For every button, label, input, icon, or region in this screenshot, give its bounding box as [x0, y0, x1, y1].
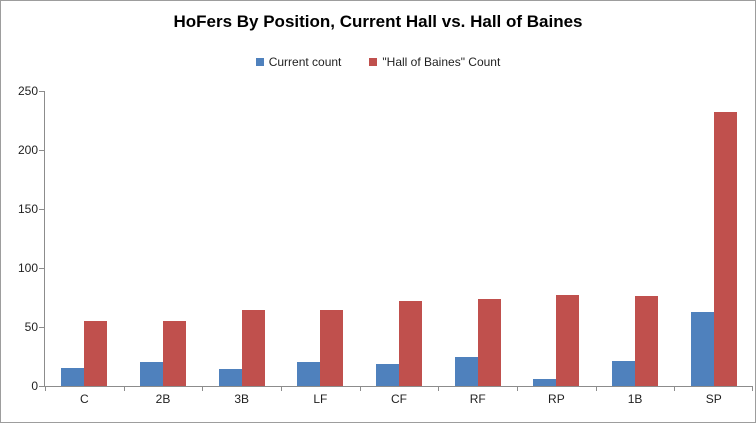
- category-group-RP: [517, 91, 596, 386]
- x-axis-tick-mark: [674, 386, 676, 391]
- category-group-RF: [438, 91, 517, 386]
- y-axis-tick-label: 200: [17, 143, 38, 157]
- category-group-LF: [281, 91, 360, 386]
- legend-item-current: Current count: [255, 55, 342, 69]
- bar-baines-2B: [163, 321, 186, 386]
- x-axis-label-C: C: [80, 392, 89, 406]
- legend-label-baines: "Hall of Baines" Count: [382, 55, 501, 69]
- x-axis-tick-mark: [281, 386, 282, 391]
- x-axis-tick-mark: [202, 386, 204, 391]
- x-axis-label-SP: SP: [705, 392, 722, 406]
- x-axis-label-2B: 2B: [155, 392, 171, 406]
- y-axis-tick-label: 50: [24, 320, 38, 334]
- legend-label-current: Current count: [268, 55, 342, 69]
- bar-baines-LF: [320, 310, 344, 386]
- category-group-C: [45, 91, 124, 386]
- category-group-1B: [596, 91, 675, 386]
- bar-baines-C: [84, 321, 108, 386]
- bar-baines-CF: [399, 301, 423, 386]
- bar-current-RF: [454, 356, 478, 386]
- bars-layer: [45, 91, 753, 386]
- y-axis-tick-mark: [39, 91, 44, 92]
- bar-current-RP: [533, 378, 557, 386]
- x-axis-tick-mark: [595, 386, 597, 391]
- bar-baines-1B: [635, 296, 659, 386]
- x-axis-tick-mark: [517, 386, 518, 391]
- x-axis-label-RF: RF: [469, 392, 486, 406]
- y-axis-tick-mark: [39, 268, 44, 269]
- y-axis-tick-mark: [39, 386, 44, 387]
- bar-current-SP: [690, 311, 714, 386]
- bar-baines-SP: [713, 112, 737, 386]
- y-axis-tick-mark: [39, 327, 44, 328]
- category-group-SP: [674, 91, 753, 386]
- category-group-2B: [124, 91, 203, 386]
- plot-area: C 2B 3B LF CF RF RP 1B SP 0 50 100 150 200 250: [18, 84, 753, 406]
- bar-baines-RP: [556, 295, 580, 386]
- legend-swatch-current: [255, 58, 264, 66]
- y-axis-tick-label: 0: [31, 379, 38, 393]
- category-group-CF: [360, 91, 439, 386]
- bar-current-LF: [297, 362, 321, 386]
- x-axis-tick-mark: [359, 386, 361, 391]
- bar-current-3B: [218, 369, 242, 386]
- x-axis-tick-mark: [438, 386, 440, 391]
- chart-title: HoFers By Position, Current Hall vs. Hal…: [173, 12, 583, 31]
- y-axis-tick-mark: [39, 150, 44, 151]
- bar-current-C: [61, 368, 85, 386]
- legend-item-baines: "Hall of Baines" Count: [369, 55, 500, 69]
- x-axis-label-LF: LF: [313, 392, 328, 406]
- x-axis-tick-mark: [752, 386, 753, 391]
- y-axis-tick-label: 100: [17, 261, 38, 275]
- bar-current-CF: [376, 363, 400, 386]
- bar-baines-3B: [241, 310, 265, 386]
- y-axis-tick-label: 150: [17, 202, 38, 216]
- category-group-3B: [202, 91, 281, 386]
- legend-swatch-baines: [369, 58, 378, 66]
- legend: Current count "Hall of Baines" Count: [1, 55, 755, 69]
- y-axis-tick-mark: [39, 209, 44, 210]
- bar-current-2B: [140, 362, 163, 386]
- x-axis-label-1B: 1B: [627, 392, 643, 406]
- x-axis-labels: C 2B 3B LF CF RF RP 1B SP: [45, 392, 753, 406]
- bar-baines-RF: [477, 298, 501, 386]
- x-axis-label-RP: RP: [548, 392, 565, 406]
- x-axis-tick-mark: [45, 386, 46, 391]
- y-axis-tick-label: 250: [17, 84, 38, 98]
- x-axis-tick-mark: [123, 386, 125, 391]
- bar-current-1B: [612, 361, 636, 386]
- x-axis-label-3B: 3B: [234, 392, 250, 406]
- x-axis-label-CF: CF: [391, 392, 408, 406]
